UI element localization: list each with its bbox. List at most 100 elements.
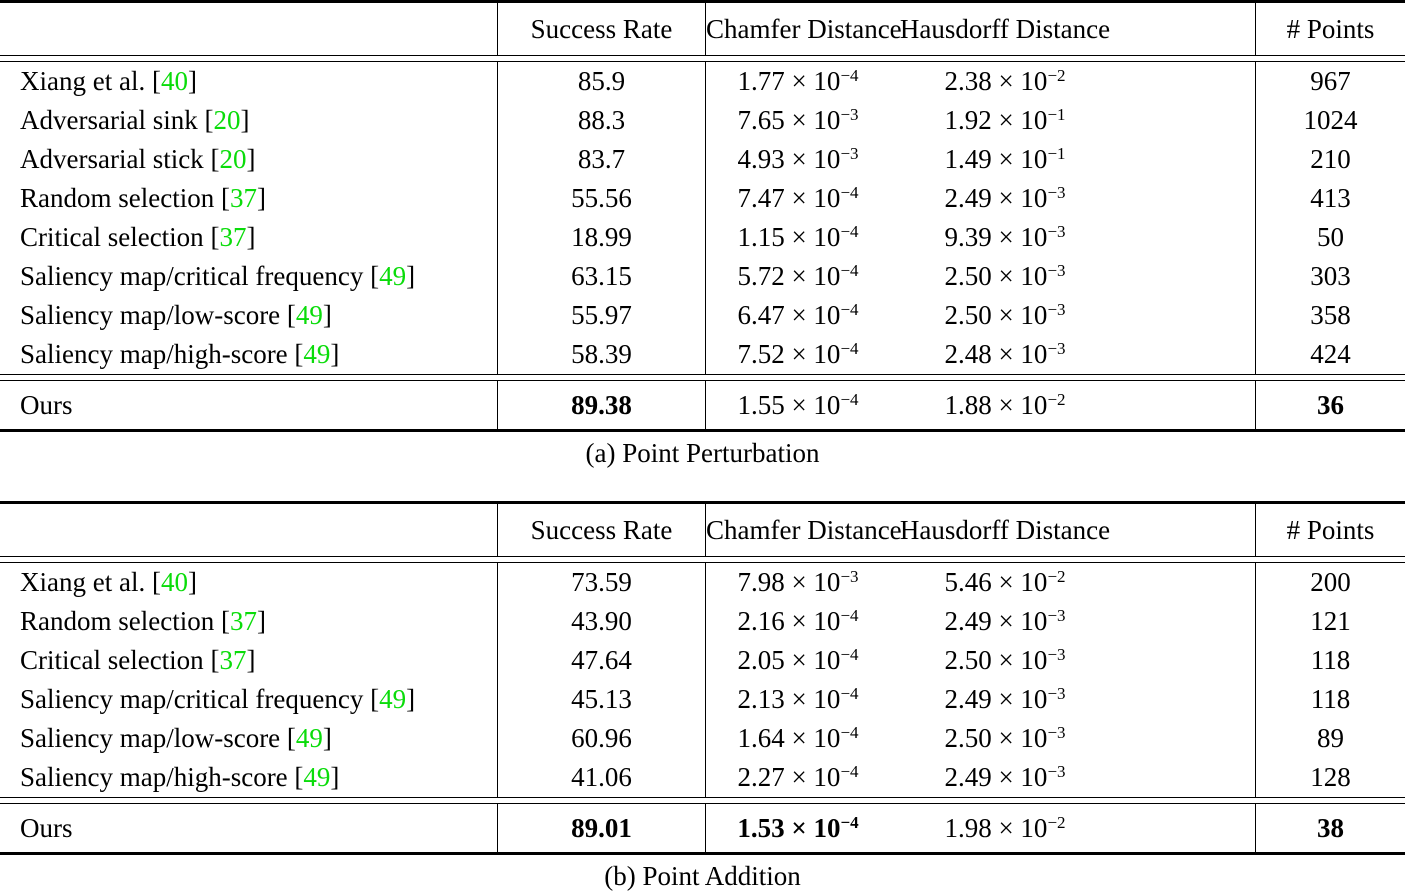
method-label: Ours	[0, 804, 497, 852]
hausdorff-distance-cell: 2.49 × 10−3	[890, 602, 1120, 641]
citation-link[interactable]: 49	[379, 684, 407, 714]
column-spacer	[1120, 804, 1255, 852]
hausdorff-distance-cell: 2.50 × 10−3	[890, 296, 1120, 335]
chamfer-distance-cell: 2.05 × 10−4	[705, 641, 890, 680]
table-caption: (a) Point Perturbation	[585, 438, 820, 468]
hausdorff-mantissa: 2.50 × 10	[944, 723, 1048, 753]
column-spacer	[1120, 218, 1255, 257]
method-name: Random selection	[20, 183, 221, 213]
num-points-cell: 36	[1255, 381, 1405, 429]
citation-link[interactable]: 20	[213, 105, 241, 135]
table-bottom-rule	[0, 852, 1405, 855]
citation-close-bracket: ]	[240, 105, 250, 135]
citation-link[interactable]: 40	[160, 567, 188, 597]
citation-close-bracket: ]	[406, 684, 416, 714]
column-spacer	[1120, 101, 1255, 140]
column-spacer	[1120, 719, 1255, 758]
citation-open-bracket: [	[294, 762, 304, 792]
method-name: Critical selection	[20, 222, 211, 252]
chamfer-exponent: −4	[840, 813, 859, 832]
method-label: Critical selection [37]	[0, 641, 497, 680]
hausdorff-exponent: −3	[1047, 762, 1066, 781]
chamfer-mantissa: 2.05 × 10	[737, 645, 841, 675]
citation-link[interactable]: 49	[303, 339, 331, 369]
method-label: Critical selection [37]	[0, 218, 497, 257]
method-name: Saliency map/low-score	[20, 723, 287, 753]
table-top-rule	[0, 0, 1405, 3]
citation-open-bracket: [	[210, 645, 220, 675]
citation-link[interactable]: 37	[219, 645, 247, 675]
hausdorff-mantissa: 2.49 × 10	[944, 606, 1048, 636]
citation-close-bracket: ]	[187, 66, 197, 96]
header-separator-rule	[0, 556, 1405, 563]
chamfer-distance-cell: 7.52 × 10−4	[705, 335, 890, 374]
chamfer-exponent: −4	[840, 66, 859, 85]
chamfer-exponent: −4	[840, 723, 859, 742]
table-bottom-rule	[0, 429, 1405, 432]
citation-link[interactable]: 49	[295, 300, 323, 330]
method-name: Saliency map/high-score	[20, 762, 295, 792]
method-label: Xiang et al. [40]	[0, 62, 497, 101]
header-num-points: # Points	[1255, 3, 1405, 55]
success-rate-cell: 43.90	[497, 602, 705, 641]
method-name: Random selection	[20, 606, 221, 636]
chamfer-mantissa: 2.13 × 10	[737, 684, 841, 714]
method-name: Ours	[20, 390, 73, 420]
method-label: Xiang et al. [40]	[0, 563, 497, 602]
method-label: Saliency map/critical frequency [49]	[0, 680, 497, 719]
method-name: Saliency map/critical frequency	[20, 684, 371, 714]
table-row: Xiang et al. [40] 85.9 1.77 × 10−4 2.38 …	[0, 62, 1405, 101]
chamfer-distance-cell: 1.15 × 10−4	[705, 218, 890, 257]
citation-link[interactable]: 37	[229, 183, 257, 213]
chamfer-mantissa: 7.47 × 10	[737, 183, 841, 213]
citation-close-bracket: ]	[246, 144, 256, 174]
hausdorff-exponent: −1	[1047, 105, 1066, 124]
table-row: Critical selection [37] 47.64 2.05 × 10−…	[0, 641, 1405, 680]
chamfer-mantissa: 1.53 × 10	[737, 813, 841, 843]
hausdorff-distance-cell: 2.50 × 10−3	[890, 641, 1120, 680]
hausdorff-mantissa: 1.92 × 10	[944, 105, 1048, 135]
chamfer-exponent: −4	[840, 762, 859, 781]
citation-link[interactable]: 49	[303, 762, 331, 792]
chamfer-distance-cell: 1.53 × 10−4	[705, 804, 890, 852]
table-row: Saliency map/low-score [49] 60.96 1.64 ×…	[0, 719, 1405, 758]
hausdorff-distance-cell: 2.50 × 10−3	[890, 719, 1120, 758]
chamfer-mantissa: 7.65 × 10	[737, 105, 841, 135]
column-spacer	[1120, 140, 1255, 179]
num-points-cell: 1024	[1255, 101, 1405, 140]
success-rate-cell: 73.59	[497, 563, 705, 602]
table-row: Critical selection [37] 18.99 1.15 × 10−…	[0, 218, 1405, 257]
table-row: Random selection [37] 55.56 7.47 × 10−4 …	[0, 179, 1405, 218]
header-success-rate: Success Rate	[497, 3, 705, 55]
chamfer-distance-cell: 2.27 × 10−4	[705, 758, 890, 797]
success-rate-cell: 60.96	[497, 719, 705, 758]
hausdorff-exponent: −2	[1047, 567, 1066, 586]
table-row: Saliency map/critical frequency [49] 45.…	[0, 680, 1405, 719]
num-points-cell: 50	[1255, 218, 1405, 257]
citation-open-bracket: [	[210, 144, 220, 174]
citation-link[interactable]: 37	[219, 222, 247, 252]
chamfer-mantissa: 1.15 × 10	[737, 222, 841, 252]
hausdorff-mantissa: 5.46 × 10	[944, 567, 1048, 597]
citation-link[interactable]: 37	[229, 606, 257, 636]
citation-close-bracket: ]	[406, 261, 416, 291]
hausdorff-mantissa: 1.49 × 10	[944, 144, 1048, 174]
citation-link[interactable]: 49	[295, 723, 323, 753]
success-rate-cell: 55.97	[497, 296, 705, 335]
chamfer-exponent: −4	[840, 261, 859, 280]
chamfer-distance-cell: 7.65 × 10−3	[705, 101, 890, 140]
header-num-points: # Points	[1255, 504, 1405, 556]
chamfer-distance-cell: 2.16 × 10−4	[705, 602, 890, 641]
table-row: Random selection [37] 43.90 2.16 × 10−4 …	[0, 602, 1405, 641]
success-rate-cell: 58.39	[497, 335, 705, 374]
method-name: Xiang et al.	[20, 567, 152, 597]
table-point-perturbation: Success Rate Chamfer Distance Hausdorff …	[0, 0, 1405, 468]
hausdorff-exponent: −3	[1047, 183, 1066, 202]
citation-link[interactable]: 49	[379, 261, 407, 291]
chamfer-distance-cell: 5.72 × 10−4	[705, 257, 890, 296]
citation-link[interactable]: 20	[219, 144, 247, 174]
hausdorff-distance-cell: 1.92 × 10−1	[890, 101, 1120, 140]
hausdorff-exponent: −3	[1047, 222, 1066, 241]
chamfer-exponent: −4	[840, 183, 859, 202]
citation-link[interactable]: 40	[160, 66, 188, 96]
